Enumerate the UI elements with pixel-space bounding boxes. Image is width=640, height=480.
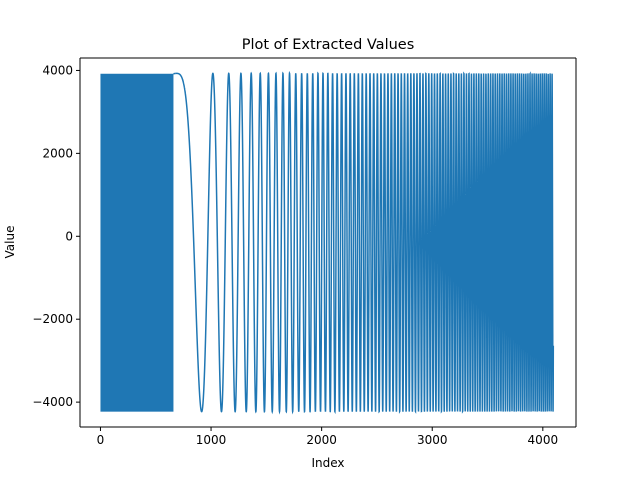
y-tick-label: 4000 bbox=[42, 63, 73, 77]
x-axis-ticks: 0 1000 2000 3000 4000 bbox=[97, 427, 558, 447]
y-tick-label: 0 bbox=[65, 229, 73, 243]
series-line bbox=[175, 70, 555, 415]
y-axis-ticks: −4000 −2000 0 2000 4000 bbox=[32, 63, 80, 409]
series-layer bbox=[100, 70, 555, 415]
y-tick-label: −4000 bbox=[32, 395, 73, 409]
x-tick-label: 0 bbox=[97, 433, 105, 447]
series-dense-band bbox=[100, 73, 174, 412]
x-tick-label: 1000 bbox=[196, 433, 227, 447]
chart-title: Plot of Extracted Values bbox=[242, 37, 415, 53]
x-axis-label: Index bbox=[311, 456, 344, 470]
x-tick-label: 3000 bbox=[417, 433, 448, 447]
y-tick-label: 2000 bbox=[42, 146, 73, 160]
x-tick-label: 2000 bbox=[306, 433, 337, 447]
y-tick-label: −2000 bbox=[32, 312, 73, 326]
axes-frame bbox=[79, 57, 577, 428]
y-axis-label: Value bbox=[3, 226, 17, 259]
x-tick-label: 4000 bbox=[528, 433, 559, 447]
